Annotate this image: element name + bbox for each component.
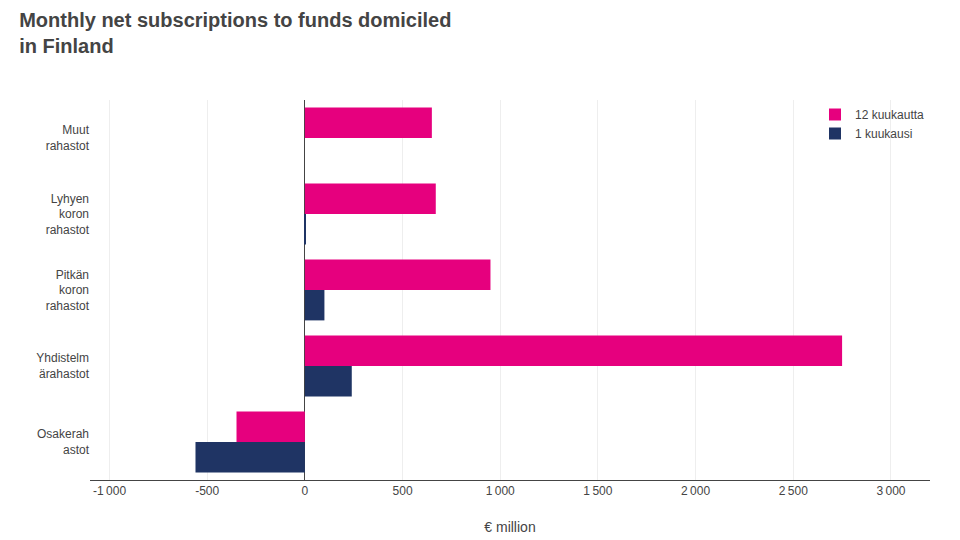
svg-text:1 kuukausi: 1 kuukausi [855,127,912,141]
svg-text:Osakerahastot: Osakerahastot [37,427,90,457]
svg-text:Pitkänkoronrahastot: Pitkänkoronrahastot [46,268,90,313]
svg-text:3 000: 3 000 [876,484,905,498]
svg-text:Yhdistelmärahastot: Yhdistelmärahastot [36,351,89,381]
svg-text:2 500: 2 500 [779,484,808,498]
svg-text:1 000: 1 000 [486,484,515,498]
svg-text:€ million: € million [484,519,535,535]
svg-text:Muutrahastot: Muutrahastot [46,123,90,153]
svg-text:2 000: 2 000 [681,484,710,498]
svg-text:0: 0 [302,484,309,498]
svg-text:-1 000: -1 000 [93,484,126,498]
svg-text:12 kuukautta: 12 kuukautta [855,108,924,122]
svg-text:-500: -500 [195,484,219,498]
svg-text:500: 500 [393,484,413,498]
svg-text:Lyhyenkoronrahastot: Lyhyenkoronrahastot [46,192,90,237]
svg-text:1 500: 1 500 [583,484,612,498]
svg-text:Monthly net subscriptions to f: Monthly net subscriptions to funds domic… [19,9,451,57]
